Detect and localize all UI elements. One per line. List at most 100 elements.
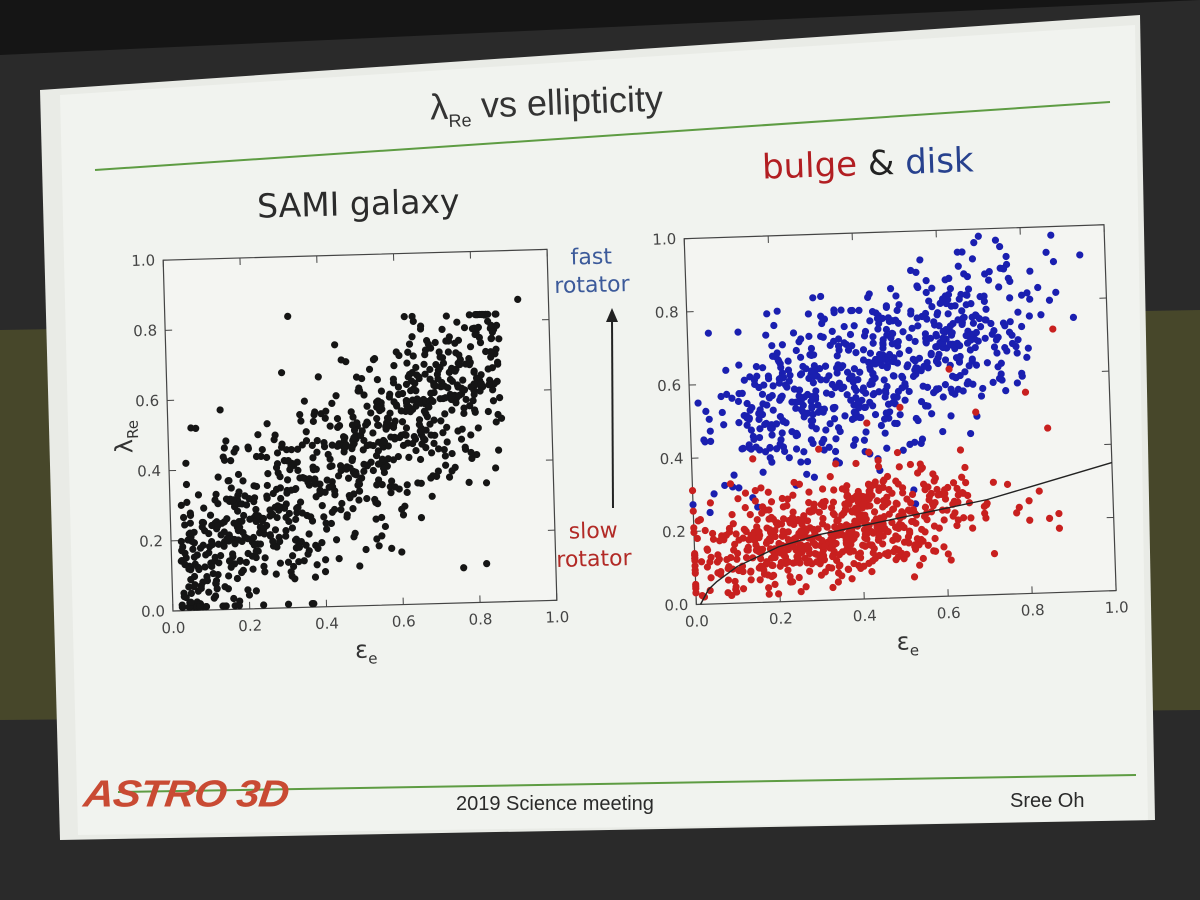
scatter-point xyxy=(819,315,827,323)
scatter-point xyxy=(715,555,723,563)
scatter-point xyxy=(880,513,888,521)
scatter-point xyxy=(197,584,205,593)
scatter-point xyxy=(374,397,382,405)
scatter-point xyxy=(707,437,715,445)
scatter-point xyxy=(241,492,249,500)
scatter-point xyxy=(792,534,800,542)
scatter-point xyxy=(189,545,197,553)
scatter-point xyxy=(477,380,485,388)
scatter-point xyxy=(817,332,825,340)
scatter-point xyxy=(726,480,735,488)
scatter-point xyxy=(990,343,999,351)
scatter-point xyxy=(323,525,331,533)
scatter-point xyxy=(216,406,224,414)
scatter-point xyxy=(828,504,836,512)
scatter-point xyxy=(747,445,755,453)
scatter-point xyxy=(766,424,775,432)
scatter-point xyxy=(829,583,837,592)
scatter-point xyxy=(880,415,889,423)
scatter-point xyxy=(476,387,484,395)
scatter-point xyxy=(809,379,817,387)
scatter-point xyxy=(809,507,817,515)
scatter-point xyxy=(415,398,423,406)
scatter-point xyxy=(310,599,318,608)
scatter-point xyxy=(816,292,825,301)
scatter-point xyxy=(201,563,209,571)
scatter-point xyxy=(893,359,902,367)
scatter-point xyxy=(299,474,307,482)
scatter-point xyxy=(484,310,492,318)
scatter-point xyxy=(431,338,439,347)
scatter-point xyxy=(473,450,481,459)
scatter-point xyxy=(893,419,901,428)
scatter-point xyxy=(778,429,786,437)
scatter-point xyxy=(697,558,706,566)
scatter-point xyxy=(851,436,859,444)
scatter-point xyxy=(901,396,909,404)
y-tick-label: 0.4 xyxy=(659,449,683,468)
scatter-point xyxy=(822,426,830,434)
scatter-point xyxy=(239,477,247,485)
scatter-point xyxy=(402,424,411,432)
footer-line xyxy=(117,774,1137,793)
scatter-point xyxy=(354,387,362,395)
scatter-point xyxy=(990,327,998,335)
scatter-point xyxy=(363,402,371,410)
scatter-point xyxy=(342,441,350,449)
scatter-point xyxy=(908,490,917,499)
scatter-point xyxy=(472,311,480,319)
x-tick-label: 0.2 xyxy=(769,609,793,628)
scatter-point xyxy=(263,492,271,500)
scatter-point xyxy=(395,351,403,360)
scatter-point xyxy=(935,350,943,358)
scatter-point xyxy=(925,496,933,504)
scatter-point xyxy=(797,370,806,378)
x-tick-label: 0.4 xyxy=(315,614,339,633)
scatter-point xyxy=(295,558,303,566)
scatter-point xyxy=(235,602,243,610)
scatter-point xyxy=(179,513,188,522)
scatter-point xyxy=(809,294,817,302)
scatter-point xyxy=(734,397,743,406)
scatter-point xyxy=(445,368,453,377)
scatter-point xyxy=(441,410,449,418)
scatter-point xyxy=(300,397,308,405)
scatter-point xyxy=(221,583,229,591)
scatter-point xyxy=(949,512,957,520)
scatter-point xyxy=(305,530,313,538)
scatter-point xyxy=(977,392,986,400)
scatter-point xyxy=(969,524,977,532)
scatter-point xyxy=(411,379,419,387)
scatter-point xyxy=(288,524,297,532)
scatter-point xyxy=(820,446,828,454)
scatter-point xyxy=(865,448,873,456)
scatter-point xyxy=(893,535,901,543)
scatter-point xyxy=(495,446,503,454)
scatter-point xyxy=(874,536,883,544)
scatter-point xyxy=(260,530,268,538)
scatter-point xyxy=(794,555,802,563)
scatter-point xyxy=(805,499,813,507)
scatter-point xyxy=(786,519,794,527)
scatter-point xyxy=(470,390,478,399)
scatter-point xyxy=(969,319,977,327)
scatter-point xyxy=(838,485,846,493)
scatter-point xyxy=(834,335,843,343)
scatter-point xyxy=(733,555,741,563)
scatter-point xyxy=(721,481,729,490)
scatter-point xyxy=(940,516,948,524)
scatter-point xyxy=(688,486,697,495)
scatter-point xyxy=(460,404,468,412)
scatter-point xyxy=(789,491,797,499)
scatter-point xyxy=(881,429,889,437)
scatter-point xyxy=(961,368,969,376)
scatter-point xyxy=(730,546,738,554)
scatter-point xyxy=(916,256,924,264)
scatter-point xyxy=(294,445,302,453)
scatter-point xyxy=(217,552,225,560)
scatter-point xyxy=(862,428,870,436)
scatter-point xyxy=(743,399,751,408)
scatter-point xyxy=(914,469,922,477)
scatter-point xyxy=(457,435,466,443)
